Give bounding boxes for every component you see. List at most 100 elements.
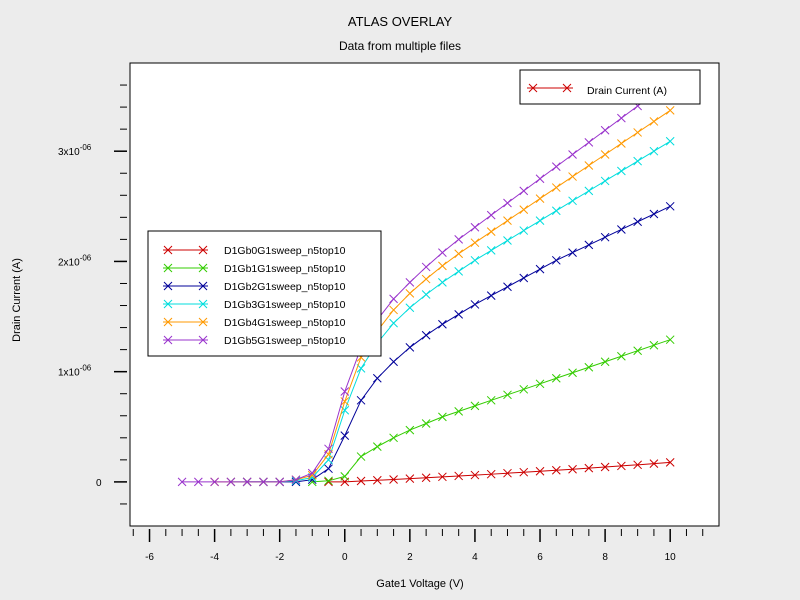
data-point: [275, 477, 285, 487]
data-point: [470, 222, 480, 232]
x-tick-label: 0: [342, 552, 348, 563]
x-tick-label: -2: [275, 552, 284, 563]
data-point: [438, 412, 447, 422]
legend-marker: [163, 317, 173, 327]
data-point: [568, 464, 577, 474]
data-point: [584, 463, 594, 473]
legend-label: D1Gb2G1sweep_n5top10: [224, 281, 346, 293]
chart-title: ATLAS OVERLAY: [348, 14, 453, 29]
data-point: [421, 473, 431, 483]
data-point: [389, 294, 398, 304]
data-point: [649, 459, 659, 468]
data-point: [535, 466, 545, 476]
data-point: [486, 227, 496, 237]
legend-entry: D1Gb3G1sweep_n5top10: [163, 299, 346, 311]
data-point: [665, 201, 675, 211]
legend-label: D1Gb4G1sweep_n5top10: [224, 317, 346, 329]
data-point: [600, 176, 610, 186]
data-point: [324, 477, 333, 487]
data-point: [503, 282, 512, 292]
legend-marker: [198, 263, 208, 273]
legend-marker: [163, 335, 173, 345]
data-point: [389, 433, 398, 443]
data-point: [600, 232, 610, 242]
data-point: [470, 470, 480, 480]
data-point: [633, 217, 642, 227]
data-point: [600, 357, 610, 367]
data-point: [454, 309, 464, 319]
data-point: [421, 274, 431, 284]
data-point: [405, 425, 415, 435]
data-point: [389, 357, 398, 367]
legend-label: D1Gb5G1sweep_n5top10: [224, 335, 346, 347]
data-point: [568, 196, 577, 206]
x-tick-label: 4: [472, 552, 478, 563]
data-point: [649, 209, 659, 219]
data-point: [340, 472, 350, 481]
data-point: [503, 198, 512, 208]
data-point: [340, 431, 350, 440]
data-point: [307, 470, 317, 480]
data-point: [486, 291, 496, 300]
y-axis: 0 1x10-06 2x10-06 3x10-06: [58, 84, 127, 505]
data-point: [307, 477, 317, 487]
data-point: [454, 235, 464, 244]
data-point: [193, 477, 203, 487]
data-point: [291, 475, 301, 485]
data-point: [486, 469, 496, 479]
series-layer: [177, 77, 675, 487]
data-point: [519, 226, 529, 235]
data-point: [617, 225, 626, 234]
data-point: [649, 117, 659, 126]
data-point: [307, 468, 317, 478]
series-line: [328, 461, 671, 483]
data-point: [470, 401, 480, 411]
legend-marker: [562, 83, 572, 93]
x-tick-label: 2: [407, 552, 413, 563]
data-point: [438, 248, 447, 257]
data-point: [617, 166, 626, 176]
data-point: [633, 156, 642, 166]
data-point: [438, 319, 447, 329]
top-legend-box: [519, 69, 701, 105]
data-point: [600, 150, 610, 159]
legend-marker: [163, 299, 173, 309]
data-point: [421, 330, 431, 340]
legend-entry: D1Gb5G1sweep_n5top10: [163, 335, 346, 347]
data-point: [649, 146, 659, 156]
series-0: [324, 458, 675, 487]
data-point: [519, 467, 529, 477]
data-point: [551, 206, 561, 216]
series-1: [307, 335, 675, 487]
data-point: [665, 136, 675, 146]
data-point: [454, 406, 464, 416]
data-point: [503, 216, 512, 225]
data-point: [340, 387, 350, 396]
y-tick-label: 1x10-06: [58, 364, 92, 379]
x-axis: -6 -4 -2 0 2 4 6 8 10: [132, 529, 704, 563]
data-point: [177, 477, 187, 487]
y-axis-label: Drain Current (A): [11, 258, 23, 342]
data-point: [535, 174, 545, 184]
legend-label: D1Gb1G1sweep_n5top10: [224, 263, 346, 275]
data-point: [356, 476, 366, 486]
legend-marker: [528, 83, 538, 93]
data-point: [519, 273, 529, 283]
data-point: [470, 238, 480, 248]
data-point: [372, 373, 382, 383]
data-point: [535, 379, 545, 389]
top-legend: Drain Current (A): [519, 69, 701, 105]
series-legend-box: [147, 230, 382, 357]
data-point: [438, 261, 447, 271]
data-point: [421, 290, 431, 299]
data-point: [584, 161, 594, 170]
data-point: [633, 128, 642, 137]
data-point: [600, 125, 610, 135]
top-legend-marker: [527, 83, 573, 93]
data-point: [568, 248, 577, 257]
data-point: [617, 461, 626, 471]
data-point: [356, 452, 366, 461]
data-point: [454, 249, 464, 259]
legend-entry: D1Gb1G1sweep_n5top10: [163, 263, 346, 275]
